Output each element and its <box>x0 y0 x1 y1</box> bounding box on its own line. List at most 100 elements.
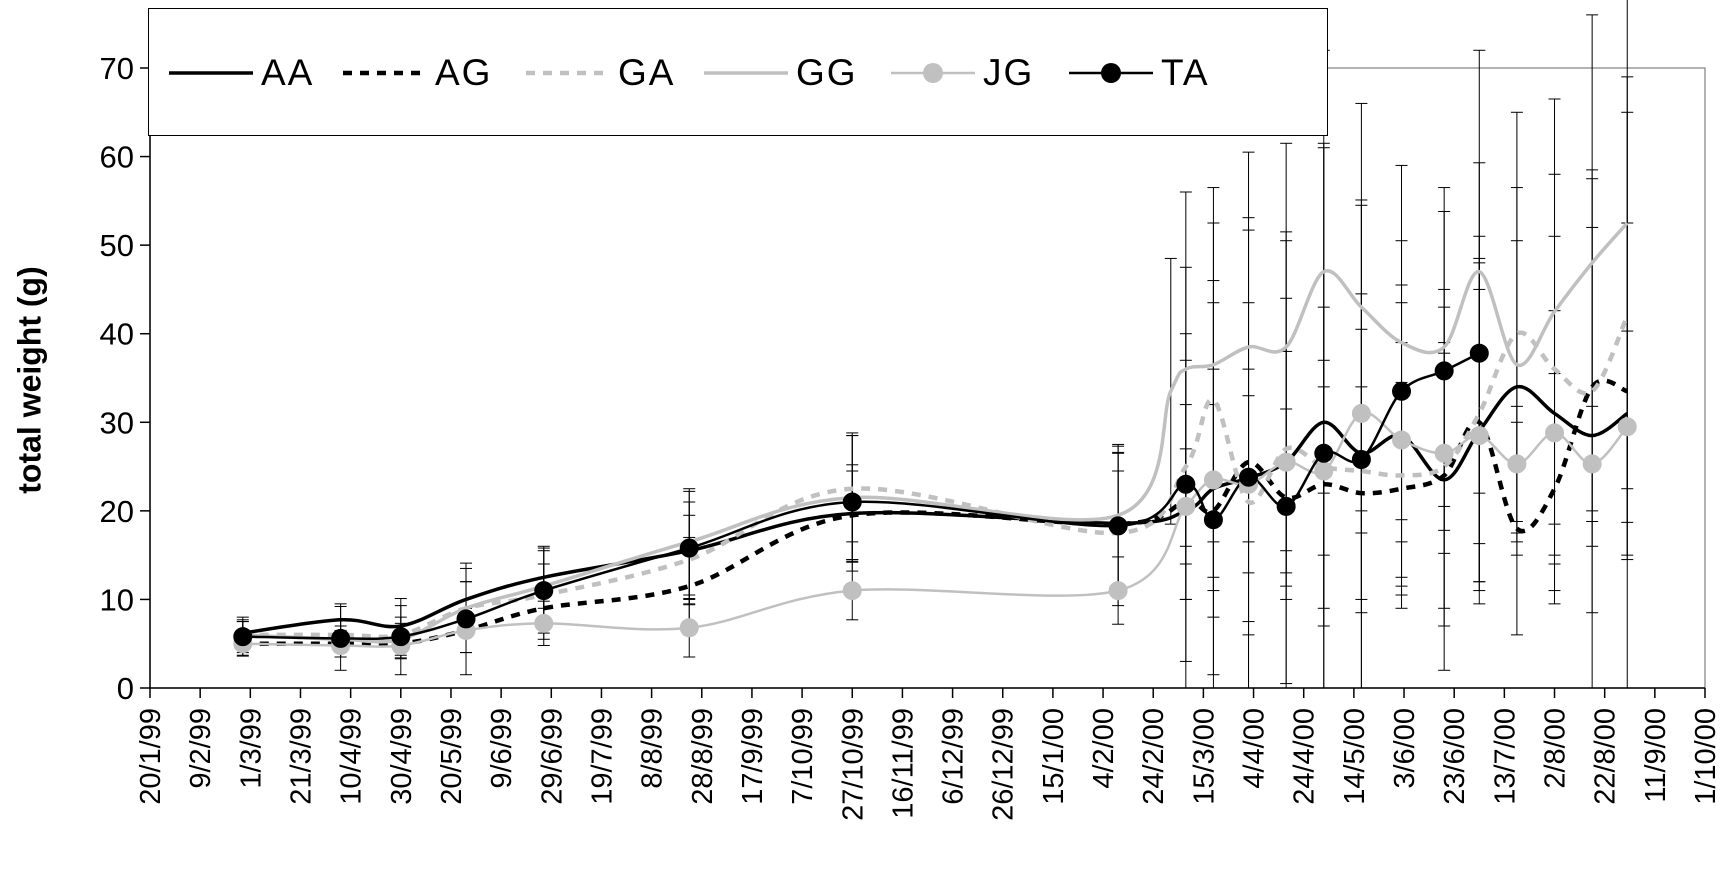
marker-TA <box>843 493 861 511</box>
y-tick-label: 40 <box>100 317 134 352</box>
x-tick-label: 16/11/99 <box>887 708 919 819</box>
x-tick-label: 17/9/99 <box>737 708 769 805</box>
x-tick-label: 24/4/00 <box>1289 708 1321 805</box>
plot-border <box>150 68 1705 688</box>
legend-swatch-GA <box>524 53 612 93</box>
x-tick-label: 24/2/00 <box>1138 708 1170 805</box>
x-tick-label: 28/8/99 <box>687 708 719 805</box>
marker-TA <box>1315 444 1333 462</box>
y-axis-title: total weight (g) <box>12 266 49 494</box>
x-tick-label: 13/7/00 <box>1489 708 1521 805</box>
legend-item-TA: TA <box>1067 49 1210 97</box>
series-line-JG <box>243 413 1627 647</box>
marker-TA <box>1470 344 1488 362</box>
marker-JG <box>1470 427 1488 445</box>
marker-JG <box>1583 455 1601 473</box>
marker-TA <box>1177 475 1195 493</box>
marker-TA <box>1393 382 1411 400</box>
x-tick-label: 20/5/99 <box>436 708 468 805</box>
legend-label: AG <box>435 52 492 94</box>
marker-JG <box>1352 404 1370 422</box>
marker-JG <box>1435 444 1453 462</box>
x-tick-label: 11/9/00 <box>1640 708 1672 803</box>
marker-JG <box>1177 497 1195 515</box>
x-tick-label: 4/4/00 <box>1239 708 1271 789</box>
legend-swatch-JG <box>889 53 977 93</box>
legend-item-AA: AA <box>167 49 314 97</box>
x-tick-label: 27/10/99 <box>837 708 869 821</box>
legend-label: JG <box>983 52 1034 94</box>
marker-JG <box>1508 455 1526 473</box>
marker-JG <box>1618 418 1636 436</box>
x-tick-label: 21/3/99 <box>285 708 317 805</box>
y-tick-label: 50 <box>100 228 134 263</box>
x-tick-label: 15/1/00 <box>1038 708 1070 805</box>
y-tick-label: 30 <box>100 405 134 440</box>
x-axis: 20/1/99 9/2/99 1/3/99 21/3/99 10/4/99 30/4/99… <box>135 688 1722 821</box>
series-line-GA <box>243 316 1627 637</box>
legend-label: AA <box>261 52 314 94</box>
marker-JG <box>1315 462 1333 480</box>
legend-label: TA <box>1161 52 1210 94</box>
marker-TA <box>332 629 350 647</box>
legend-swatch-AG <box>341 53 429 93</box>
plot-area <box>150 68 1705 688</box>
x-tick-label: 1/10/00 <box>1690 708 1722 805</box>
marker-TA <box>1435 362 1453 380</box>
x-tick-label: 6/12/99 <box>938 708 970 805</box>
marker-JG <box>680 619 698 637</box>
marker-JG <box>1393 431 1411 449</box>
legend-swatch-AA <box>167 53 255 93</box>
y-tick-label: 60 <box>100 140 134 175</box>
x-tick-label: 9/6/99 <box>486 708 518 789</box>
legend-item-JG: JG <box>889 49 1034 97</box>
marker-TA <box>1240 468 1258 486</box>
y-axis: 0 10 20 30 40 50 60 70 <box>100 51 150 706</box>
series-lines <box>243 223 1627 647</box>
x-tick-label: 29/6/99 <box>536 708 568 805</box>
marker-JG <box>1277 453 1295 471</box>
x-tick-label: 7/10/99 <box>787 708 819 805</box>
marker-JG <box>535 614 553 632</box>
marker-TA <box>392 628 410 646</box>
x-tick-label: 15/3/00 <box>1188 708 1220 805</box>
y-tick-label: 10 <box>100 582 134 617</box>
y-tick-label: 0 <box>117 671 134 706</box>
marker-TA <box>1352 450 1370 468</box>
marker-TA <box>1277 497 1295 515</box>
legend-item-GA: GA <box>524 49 675 97</box>
marker-TA <box>535 582 553 600</box>
marker-TA <box>234 628 252 646</box>
x-tick-label: 20/1/99 <box>135 708 167 805</box>
x-tick-label: 4/2/00 <box>1088 708 1120 789</box>
marker-TA <box>1204 511 1222 529</box>
legend: AA AG GA GG JG TA <box>148 8 1328 136</box>
marker-JG <box>843 582 861 600</box>
legend-item-AG: AG <box>341 49 492 97</box>
legend-swatch-GG <box>702 53 790 93</box>
x-tick-label: 1/3/99 <box>235 708 267 789</box>
x-tick-label: 26/12/99 <box>988 708 1020 821</box>
marker-TA <box>680 539 698 557</box>
x-tick-label: 10/4/99 <box>336 708 368 805</box>
x-tick-label: 23/6/00 <box>1439 708 1471 805</box>
series-line-GG <box>243 223 1627 642</box>
legend-label: GA <box>618 52 675 94</box>
x-tick-label: 30/4/99 <box>386 708 418 805</box>
x-tick-label: 9/2/99 <box>185 708 217 789</box>
marker-JG <box>1109 582 1127 600</box>
marker-TA <box>457 610 475 628</box>
x-tick-label: 22/8/00 <box>1590 708 1622 805</box>
marker-JG <box>1546 424 1564 442</box>
x-tick-label: 2/8/00 <box>1540 708 1572 789</box>
legend-swatch-TA <box>1067 53 1155 93</box>
y-tick-label: 20 <box>100 494 134 529</box>
x-tick-label: 3/6/00 <box>1389 708 1421 789</box>
x-tick-label: 19/7/99 <box>586 708 618 805</box>
marker-JG <box>1204 471 1222 489</box>
marker-TA <box>1109 517 1127 535</box>
y-tick-label: 70 <box>100 51 134 86</box>
x-tick-label: 8/8/99 <box>637 708 669 789</box>
legend-label: GG <box>796 52 858 94</box>
legend-item-GG: GG <box>702 49 858 97</box>
